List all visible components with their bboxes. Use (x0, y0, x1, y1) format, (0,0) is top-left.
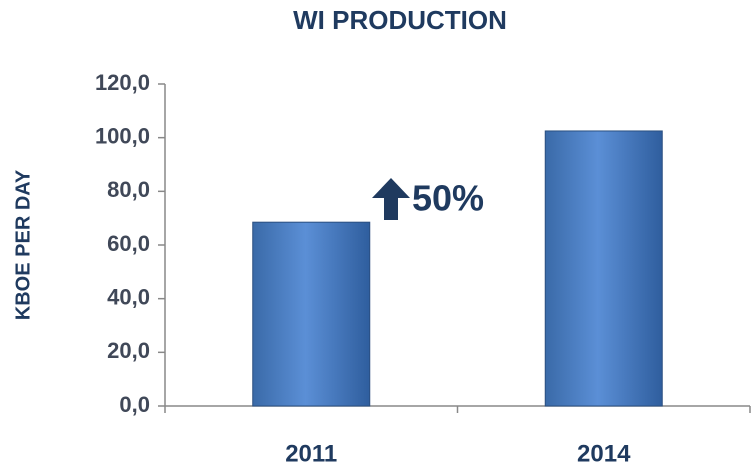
y-tick-label: 80,0 (107, 177, 150, 202)
chart-title: WI PRODUCTION (293, 5, 507, 35)
x-tick-label: 2011 (285, 440, 337, 467)
y-tick-label: 0,0 (119, 392, 150, 417)
y-tick-label: 40,0 (107, 284, 150, 309)
up-arrow (372, 178, 410, 220)
y-tick-label: 120,0 (95, 70, 150, 95)
y-tick-label: 60,0 (107, 231, 150, 256)
annotation: 50% (412, 178, 484, 219)
bar (544, 130, 663, 407)
x-tick-label: 2014 (577, 440, 631, 467)
y-axis-label: KBOE PER DAY (12, 169, 34, 320)
y-tick-label: 100,0 (95, 123, 150, 148)
bar (252, 221, 371, 407)
y-tick-label: 20,0 (107, 338, 150, 363)
